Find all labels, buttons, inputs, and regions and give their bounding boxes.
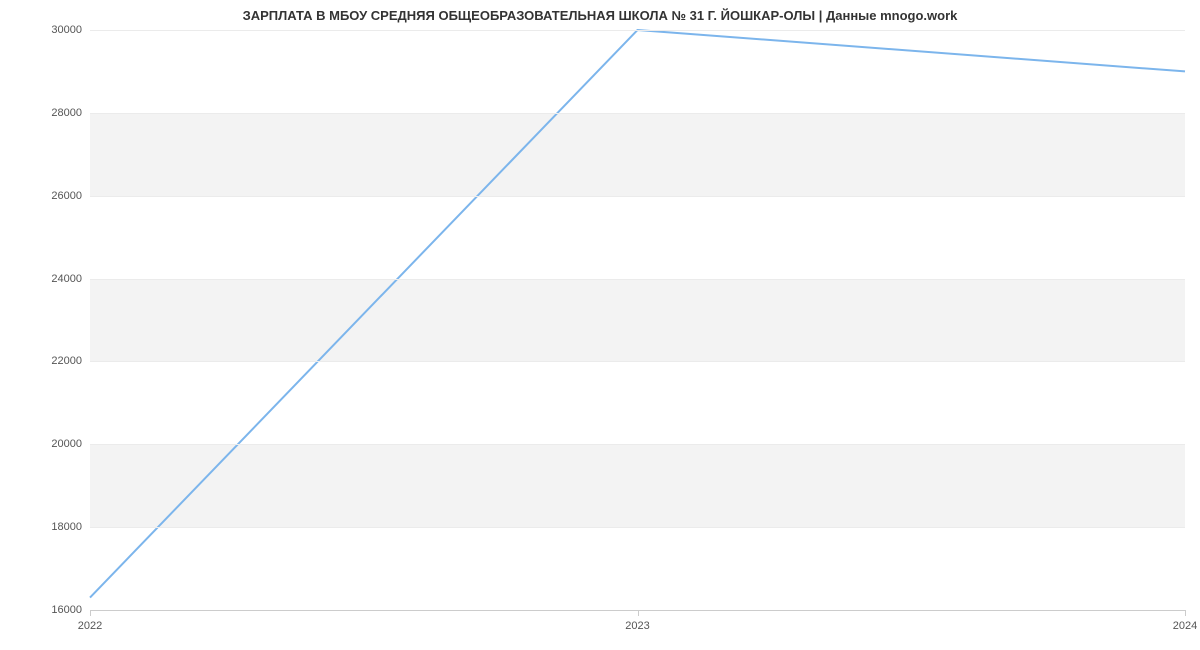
y-gridline — [90, 113, 1185, 114]
chart-title: ЗАРПЛАТА В МБОУ СРЕДНЯЯ ОБЩЕОБРАЗОВАТЕЛЬ… — [0, 8, 1200, 23]
y-tick-label: 18000 — [51, 521, 82, 533]
x-tick-label: 2022 — [78, 620, 102, 632]
y-gridline — [90, 30, 1185, 31]
y-gridline — [90, 196, 1185, 197]
x-tick-mark — [90, 610, 91, 616]
y-tick-label: 30000 — [51, 24, 82, 36]
x-tick-label: 2024 — [1173, 620, 1197, 632]
line-layer — [90, 30, 1185, 610]
y-tick-label: 16000 — [51, 604, 82, 616]
chart-container: ЗАРПЛАТА В МБОУ СРЕДНЯЯ ОБЩЕОБРАЗОВАТЕЛЬ… — [0, 0, 1200, 650]
y-tick-label: 20000 — [51, 438, 82, 450]
x-tick-label: 2023 — [625, 620, 649, 632]
y-gridline — [90, 279, 1185, 280]
y-tick-label: 26000 — [51, 190, 82, 202]
y-gridline — [90, 361, 1185, 362]
y-tick-label: 24000 — [51, 273, 82, 285]
y-gridline — [90, 444, 1185, 445]
y-tick-label: 28000 — [51, 107, 82, 119]
y-tick-label: 22000 — [51, 355, 82, 367]
series-line-salary — [90, 30, 1185, 598]
x-tick-mark — [638, 610, 639, 616]
y-gridline — [90, 527, 1185, 528]
plot-area: 1600018000200002200024000260002800030000… — [90, 30, 1185, 610]
x-tick-mark — [1185, 610, 1186, 616]
